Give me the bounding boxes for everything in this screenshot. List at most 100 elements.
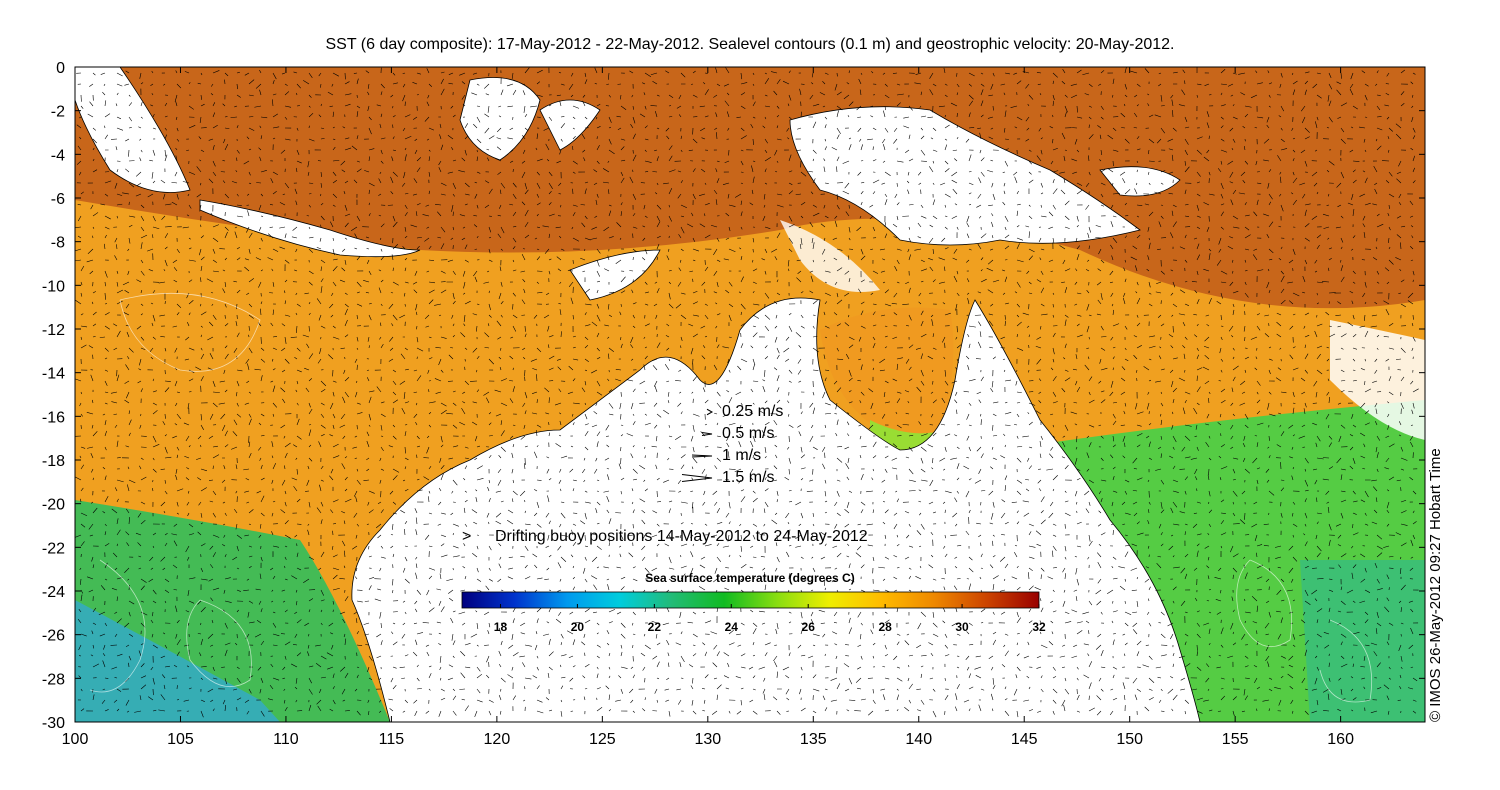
velocity-arrow (1122, 455, 1126, 459)
velocity-arrow (774, 256, 778, 261)
velocity-arrow (896, 498, 900, 503)
velocity-arrow (740, 496, 746, 503)
velocity-arrow (548, 367, 554, 371)
velocity-arrow (787, 137, 790, 140)
velocity-arrow (1172, 357, 1178, 360)
velocity-arrow (511, 72, 514, 79)
velocity-arrow (1022, 435, 1030, 438)
velocity-arrow (246, 292, 250, 295)
velocity-arrow (860, 364, 863, 371)
velocity-arrow (159, 314, 166, 317)
velocity-arrow (176, 290, 178, 294)
velocity-arrow (917, 171, 922, 176)
velocity-arrow (365, 292, 370, 294)
velocity-arrow (776, 160, 779, 163)
velocity-arrow (89, 270, 94, 275)
velocity-arrow (139, 157, 142, 162)
velocity-arrow (224, 257, 227, 261)
velocity-arrow (596, 357, 601, 360)
velocity-arrow (330, 221, 334, 228)
velocity-arrow (692, 413, 700, 417)
velocity-arrow (689, 270, 694, 273)
velocity-arrow (824, 377, 827, 382)
velocity-arrow (1276, 333, 1282, 338)
velocity-arrow (1144, 203, 1150, 206)
velocity-arrow (1385, 435, 1390, 438)
velocity-arrow (704, 544, 712, 547)
velocity-arrow (713, 291, 718, 294)
velocity-arrow (1196, 193, 1201, 197)
velocity-arrow (939, 281, 946, 284)
velocity-arrow (966, 215, 970, 223)
velocity-arrow (332, 265, 338, 272)
velocity-arrow (1301, 116, 1306, 124)
velocity-arrow (980, 376, 984, 382)
velocity-arrow (764, 94, 768, 97)
velocity-arrow (1123, 267, 1126, 272)
velocity-arrow (1396, 215, 1402, 219)
velocity-arrow (244, 72, 250, 76)
velocity-arrow (236, 94, 241, 98)
velocity-arrow (464, 446, 469, 449)
velocity-arrow (1232, 309, 1235, 316)
velocity-arrow (954, 497, 958, 503)
velocity-arrow (608, 138, 612, 145)
velocity-arrow (764, 156, 772, 162)
velocity-arrow (500, 533, 504, 536)
velocity-arrow (392, 244, 399, 250)
velocity-arrow (440, 289, 447, 294)
velocity-arrow (188, 523, 194, 528)
velocity-arrow (822, 391, 826, 399)
velocity-arrow (1074, 490, 1078, 497)
velocity-arrow (726, 92, 730, 96)
velocity-arrow (380, 223, 385, 228)
velocity-arrow (632, 193, 637, 200)
velocity-arrow (284, 358, 290, 364)
velocity-arrow (884, 105, 886, 111)
velocity-arrow (1100, 435, 1104, 439)
velocity-arrow (608, 291, 615, 294)
velocity-arrow (749, 476, 754, 481)
velocity-arrow (1352, 347, 1358, 350)
velocity-arrow (584, 402, 586, 406)
velocity-arrow (823, 204, 826, 209)
velocity-arrow (1340, 171, 1345, 179)
velocity-arrow (296, 369, 302, 373)
velocity-arrow (520, 530, 526, 536)
velocity-arrow (116, 72, 123, 77)
velocity-arrow (844, 509, 850, 514)
velocity-arrow (1040, 519, 1046, 525)
velocity-arrow (950, 102, 958, 107)
velocity-arrow (893, 512, 898, 516)
velocity-arrow (260, 169, 267, 173)
velocity-arrow (1028, 179, 1034, 184)
velocity-arrow (596, 289, 599, 294)
velocity-arrow (929, 72, 934, 79)
velocity-arrow (545, 512, 550, 518)
velocity-arrow (704, 234, 711, 239)
velocity-arrow (1100, 182, 1106, 186)
velocity-arrow (296, 83, 301, 89)
velocity-arrow (1220, 182, 1224, 190)
velocity-arrow (1411, 235, 1414, 239)
velocity-arrow (416, 375, 422, 382)
velocity-arrow (882, 501, 886, 503)
velocity-arrow (509, 127, 514, 130)
velocity-arrow (1036, 336, 1042, 340)
velocity-arrow (1349, 446, 1354, 451)
velocity-arrow (944, 144, 948, 151)
velocity-arrow (1082, 72, 1090, 76)
velocity-arrow (836, 156, 840, 162)
velocity-arrow (692, 70, 696, 74)
velocity-arrow (1301, 391, 1306, 395)
velocity-arrow (476, 445, 481, 448)
velocity-arrow (859, 435, 862, 440)
velocity-arrow (1280, 512, 1283, 518)
velocity-arrow (474, 435, 478, 442)
velocity-arrow (1073, 402, 1078, 404)
velocity-arrow (1072, 368, 1078, 371)
velocity-arrow (1208, 457, 1212, 461)
velocity-arrow (152, 410, 158, 415)
velocity-arrow (736, 116, 742, 119)
velocity-arrow (379, 237, 382, 241)
